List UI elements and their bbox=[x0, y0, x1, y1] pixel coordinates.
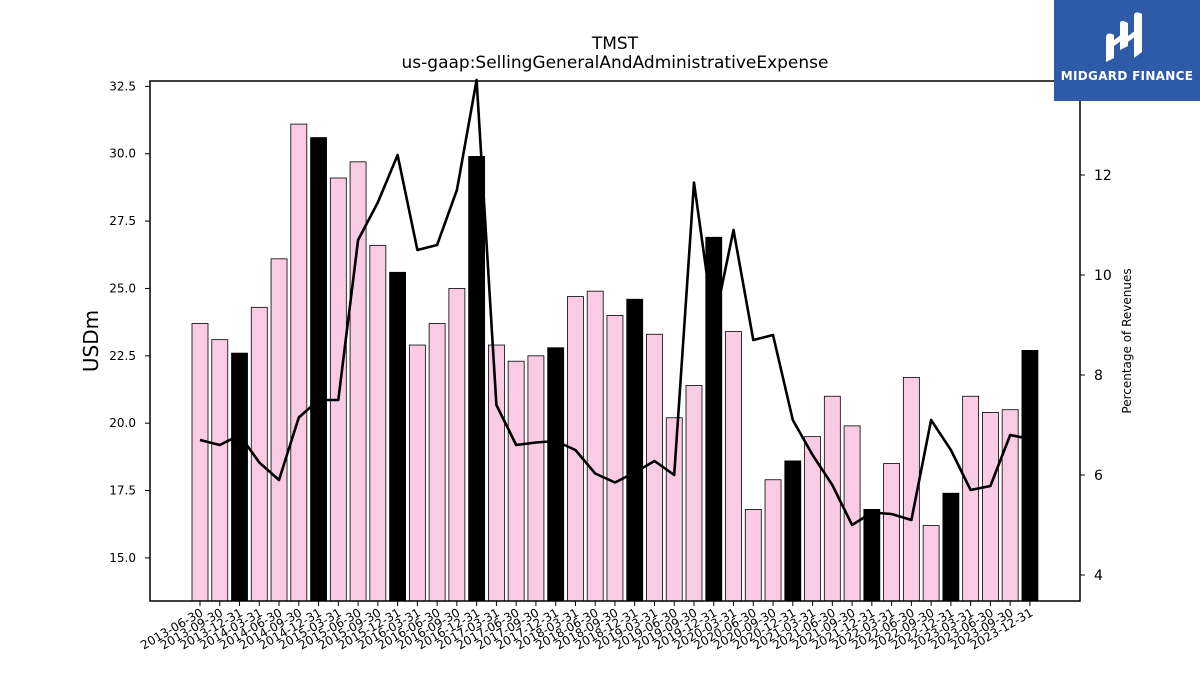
bar bbox=[290, 123, 308, 602]
bar bbox=[764, 479, 782, 602]
bar bbox=[527, 355, 545, 602]
bar bbox=[784, 460, 802, 602]
y2-tick-label: 6 bbox=[1094, 468, 1103, 484]
y-tick-label: 32.5 bbox=[109, 79, 136, 93]
pct-revenue-line bbox=[199, 78, 1031, 527]
bar bbox=[231, 352, 248, 602]
bar bbox=[982, 411, 999, 602]
y-axis-left: 15.0 17.5 20.0 22.5 25.0 27.5 30.0 32.5 bbox=[109, 79, 150, 565]
y-axis-label: USDm bbox=[79, 310, 103, 372]
y2-tick-label: 12 bbox=[1094, 168, 1112, 184]
y-tick-label: 22.5 bbox=[109, 349, 136, 363]
logo-mark-icon bbox=[1106, 12, 1142, 62]
bar bbox=[626, 298, 644, 602]
bar bbox=[586, 290, 604, 602]
bar bbox=[468, 156, 486, 602]
bar bbox=[685, 385, 703, 602]
bar bbox=[606, 315, 624, 602]
bar bbox=[211, 339, 229, 602]
y-axis-right: 4 6 8 10 12 bbox=[1080, 168, 1112, 584]
bar bbox=[507, 360, 525, 602]
bar bbox=[310, 137, 327, 602]
chart-title: TMST bbox=[591, 34, 639, 54]
bar bbox=[408, 344, 426, 602]
midgard-finance-logo: MIDGARD FINANCE bbox=[1054, 0, 1200, 101]
bar bbox=[270, 258, 288, 602]
bar bbox=[942, 492, 960, 602]
bar bbox=[389, 271, 407, 602]
y-tick-label: 27.5 bbox=[109, 214, 136, 228]
bar bbox=[646, 333, 663, 602]
logo-text: MIDGARD FINANCE bbox=[1060, 69, 1194, 83]
bar-series bbox=[191, 123, 1039, 602]
y2-tick-label: 8 bbox=[1094, 368, 1103, 384]
y-tick-label: 20.0 bbox=[109, 416, 136, 430]
line-series bbox=[199, 78, 1031, 527]
bar bbox=[883, 463, 900, 602]
y2-axis-label: Percentage of Revenues bbox=[1120, 268, 1134, 413]
y-tick-label: 30.0 bbox=[109, 147, 136, 161]
y2-tick-label: 10 bbox=[1094, 268, 1112, 284]
bar bbox=[428, 323, 446, 602]
bar bbox=[744, 508, 762, 602]
chart-subtitle: us-gaap:SellingGeneralAndAdministrativeE… bbox=[402, 53, 829, 73]
bar bbox=[547, 347, 565, 602]
bar bbox=[962, 395, 980, 602]
bar bbox=[665, 417, 683, 602]
y-tick-label: 17.5 bbox=[109, 484, 136, 498]
x-axis: 2013-06-302013-09-302013-12-312014-03-31… bbox=[138, 601, 1035, 652]
bar bbox=[448, 288, 466, 602]
bar bbox=[725, 331, 742, 602]
bar bbox=[369, 244, 387, 602]
y2-tick-label: 4 bbox=[1094, 568, 1103, 584]
bar bbox=[1021, 350, 1039, 602]
y-tick-label: 25.0 bbox=[109, 281, 136, 295]
bar bbox=[487, 344, 505, 602]
bar bbox=[922, 525, 940, 602]
bar bbox=[863, 508, 881, 602]
y-tick-label: 15.0 bbox=[109, 551, 136, 565]
bar bbox=[191, 323, 209, 602]
